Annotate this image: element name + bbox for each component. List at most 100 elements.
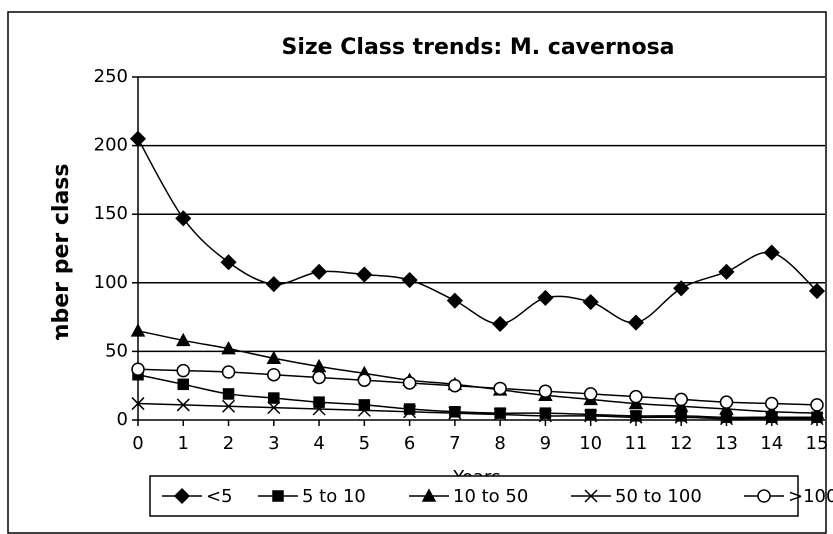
marker — [584, 408, 597, 421]
marker — [493, 407, 507, 422]
series-line — [137, 402, 817, 420]
marker — [765, 412, 779, 426]
marker — [173, 487, 191, 505]
marker — [131, 397, 145, 411]
marker — [265, 276, 282, 293]
marker — [629, 410, 643, 424]
marker — [220, 254, 237, 271]
marker — [630, 410, 642, 422]
x-tick-label: 2 — [223, 433, 234, 454]
marker — [175, 210, 192, 227]
legend-label: 50 to 100 — [615, 486, 702, 507]
marker — [674, 392, 688, 407]
marker — [266, 350, 282, 365]
marker — [493, 381, 507, 396]
y-tick-label: 250 — [94, 66, 128, 87]
marker — [221, 365, 236, 379]
x-tick-label: 4 — [313, 433, 324, 454]
series-line — [137, 138, 818, 325]
marker — [629, 389, 643, 404]
legend-label: 5 to 10 — [302, 486, 366, 507]
marker — [221, 341, 236, 355]
marker — [176, 398, 190, 412]
y-tick-label: 150 — [94, 203, 128, 224]
x-tick-label: 8 — [494, 433, 505, 454]
marker — [402, 376, 417, 390]
marker — [675, 410, 687, 422]
marker — [357, 403, 371, 417]
marker — [539, 407, 552, 419]
x-tick-label: 3 — [268, 433, 279, 454]
marker — [357, 373, 372, 387]
marker — [537, 289, 554, 306]
marker — [267, 367, 281, 382]
marker — [764, 404, 779, 418]
marker — [448, 378, 462, 393]
marker — [356, 266, 373, 283]
y-tick-label: 50 — [105, 340, 128, 361]
marker — [810, 412, 824, 426]
marker — [312, 370, 326, 385]
legend-label: 10 to 50 — [453, 486, 528, 507]
marker — [673, 280, 690, 297]
x-tick-label: 5 — [359, 433, 370, 454]
marker — [718, 263, 735, 280]
marker — [448, 406, 462, 420]
x-tick-label: 9 — [540, 433, 551, 454]
marker — [757, 489, 771, 503]
x-tick-label: 6 — [404, 433, 415, 454]
marker — [177, 378, 190, 391]
x-tick-label: 11 — [624, 433, 647, 454]
marker — [582, 293, 599, 311]
x-tick-label: 14 — [760, 433, 783, 454]
marker — [674, 410, 688, 424]
marker — [268, 392, 280, 404]
series-line — [137, 368, 818, 406]
marker — [130, 323, 146, 337]
x-tick-label: 1 — [178, 433, 189, 454]
legend: <5 5 to 10 10 to 50 50 to 100 >100 — [149, 475, 833, 517]
legend-label: >100 — [788, 486, 833, 507]
marker — [129, 130, 147, 147]
marker — [176, 332, 191, 347]
marker — [131, 362, 145, 376]
x-tick-label: 0 — [132, 433, 143, 454]
marker — [494, 407, 506, 419]
x-tick-label: 7 — [449, 433, 460, 454]
marker — [584, 489, 598, 503]
x-tick-label: 13 — [715, 433, 738, 454]
marker — [719, 412, 733, 426]
marker — [808, 282, 826, 300]
x-tick-label: 12 — [670, 433, 693, 454]
y-tick-label: 200 — [94, 135, 128, 156]
marker — [401, 271, 418, 289]
x-tick-label: 15 — [806, 433, 829, 454]
marker — [583, 387, 598, 401]
marker — [222, 399, 236, 413]
marker — [311, 263, 328, 280]
y-tick-label: 100 — [94, 272, 128, 293]
y-tick-label: 0 — [117, 409, 128, 430]
marker — [763, 244, 780, 261]
marker — [176, 363, 191, 378]
chart-title: Size Class trends: M. cavernosa — [281, 35, 674, 60]
marker — [222, 388, 235, 400]
marker — [584, 409, 598, 423]
marker — [810, 398, 824, 412]
marker — [719, 395, 734, 409]
marker — [627, 314, 644, 331]
marker — [358, 399, 371, 411]
marker — [421, 488, 437, 502]
legend-label: <5 — [206, 486, 233, 507]
marker — [267, 401, 281, 415]
marker — [538, 384, 553, 398]
y-axis-label: Number per class — [49, 164, 74, 381]
marker — [312, 402, 326, 416]
marker — [313, 396, 325, 408]
marker — [764, 396, 779, 411]
marker — [538, 409, 552, 423]
marker — [446, 292, 463, 309]
chart-border — [7, 11, 827, 534]
marker — [272, 490, 284, 502]
